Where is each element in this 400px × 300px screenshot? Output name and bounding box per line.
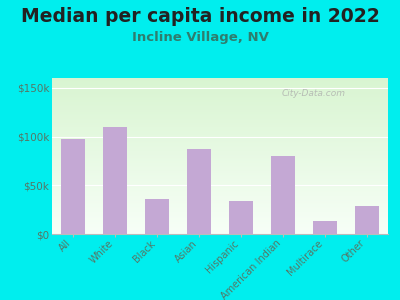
Text: City-Data.com: City-Data.com <box>282 89 346 98</box>
Bar <box>356 206 378 234</box>
Bar <box>188 149 210 234</box>
Text: Incline Village, NV: Incline Village, NV <box>132 32 268 44</box>
Text: Median per capita income in 2022: Median per capita income in 2022 <box>21 8 379 26</box>
Bar <box>104 127 126 234</box>
Bar <box>314 221 336 234</box>
Bar <box>62 140 84 234</box>
Bar <box>272 156 294 234</box>
Bar <box>146 199 168 234</box>
Bar <box>230 201 252 234</box>
